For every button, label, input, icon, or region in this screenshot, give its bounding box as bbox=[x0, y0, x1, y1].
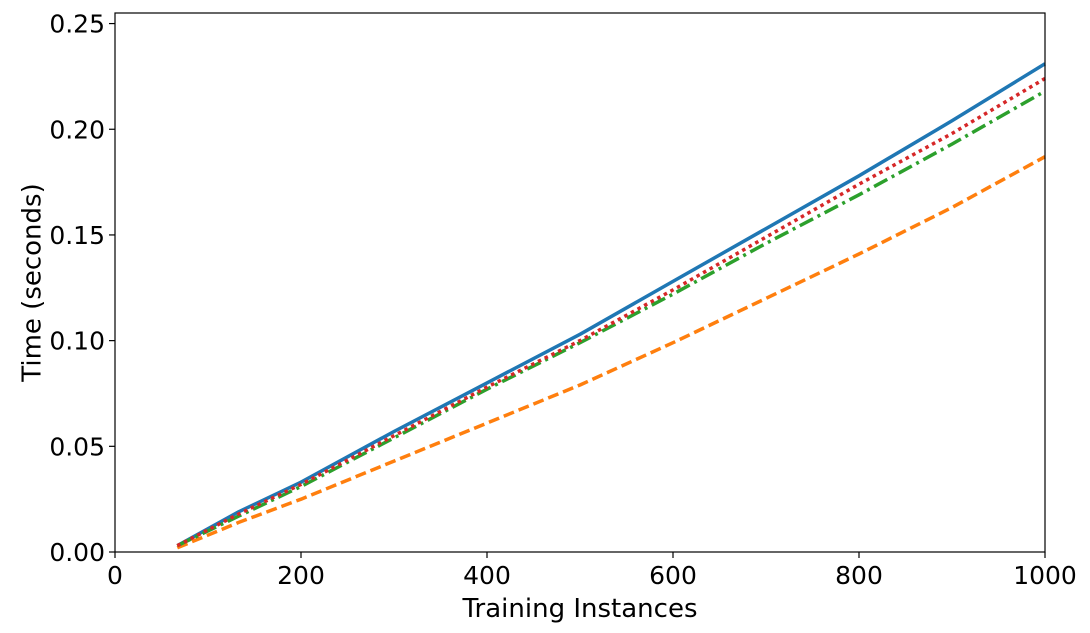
x-tick-label: 200 bbox=[277, 561, 325, 590]
y-tick-label: 0.05 bbox=[49, 432, 105, 461]
x-axis-label: Training Instances bbox=[462, 594, 698, 624]
x-tick-label: 600 bbox=[649, 561, 697, 590]
y-tick-label: 0.00 bbox=[49, 538, 105, 567]
series-line-1 bbox=[176, 62, 1046, 548]
y-tick-label: 0.20 bbox=[49, 115, 105, 144]
plot-frame bbox=[114, 12, 1046, 553]
series-layer bbox=[176, 62, 1046, 550]
y-tick-label: 0.15 bbox=[49, 221, 105, 250]
series-line-4 bbox=[176, 76, 1046, 548]
y-axis: 0.00 0.05 0.10 0.15 0.20 0.25 bbox=[49, 10, 115, 567]
y-tick-label: 0.10 bbox=[49, 327, 105, 356]
x-tick-label: 800 bbox=[835, 561, 883, 590]
x-tick-label: 0 bbox=[107, 561, 123, 590]
y-tick-label: 0.25 bbox=[49, 10, 105, 39]
x-tick-label: 1000 bbox=[1013, 561, 1077, 590]
x-tick-label: 400 bbox=[463, 561, 511, 590]
y-axis-label: Time (seconds) bbox=[18, 183, 48, 382]
series-line-2 bbox=[176, 155, 1046, 550]
series-line-3 bbox=[176, 89, 1046, 548]
x-axis: 0 200 400 600 800 1000 bbox=[107, 552, 1077, 590]
